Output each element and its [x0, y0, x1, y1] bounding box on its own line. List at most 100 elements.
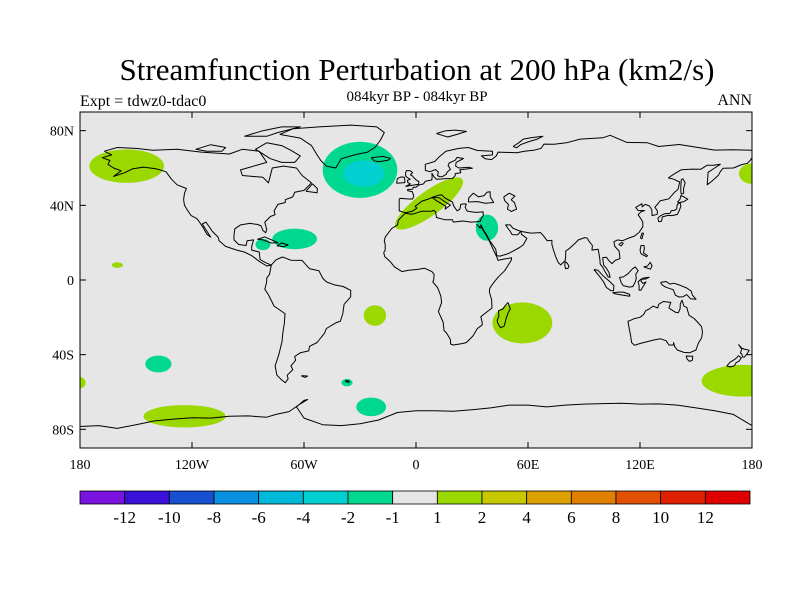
coastline-south-america [264, 256, 352, 384]
coastline-sakhalin [680, 178, 686, 195]
anomaly-region-2 [145, 355, 172, 373]
coastline-north-america [101, 147, 312, 267]
colorbar-swatch-4 [258, 490, 304, 505]
coastline-madagascar [496, 302, 511, 329]
x-tick-label: 120W [175, 458, 210, 473]
coastline-java [612, 291, 631, 297]
coastline-japan [657, 202, 682, 223]
coastline-greenland [279, 124, 385, 169]
colorbar-swatch-12 [615, 490, 662, 505]
colorbar-label: 4 [522, 508, 531, 527]
coastline-ireland [396, 176, 406, 184]
colorbar-swatch-14 [704, 490, 751, 505]
coastline-taiwan [639, 232, 644, 240]
coastline-great-britain [405, 170, 420, 187]
coastline-new-zealand-south [726, 355, 742, 368]
colorbar: -12 -10 -8 -6 -4 -2 -1 1 2 4 6 8 10 12 [79, 490, 751, 527]
colorbar-label: 10 [652, 508, 669, 527]
coastline-hainan [618, 242, 624, 247]
colorbar-swatch-0 [79, 490, 126, 505]
experiment-label: Expt = tdwz0-tdac0 [80, 93, 207, 110]
colorbar-swatch-10 [526, 490, 572, 505]
x-tick-label: 60W [290, 458, 318, 473]
anomaly-region-13 [356, 397, 387, 417]
y-tick-label: 80N [50, 125, 74, 140]
y-tick-label: 40N [50, 199, 74, 214]
colorbar-label: 1 [433, 508, 442, 527]
colorbar-swatch-11 [570, 490, 617, 505]
coastline-caspian-sea [503, 192, 518, 212]
coastline-falklands [301, 375, 309, 378]
coastline-hokkaido [676, 194, 689, 203]
coastline-newfoundland [305, 183, 318, 194]
x-tick-label: 180 [742, 458, 763, 473]
colorbar-swatch-1 [124, 490, 170, 505]
coastline-cuba [257, 236, 279, 244]
coastline-antarctica [80, 399, 752, 429]
colorbar-swatch-6 [347, 490, 394, 505]
colorbar-label: -10 [158, 508, 181, 527]
map-background [80, 112, 752, 448]
anomaly-region-8 [255, 238, 271, 251]
x-tick-label: 120E [625, 458, 655, 473]
coastline-svalbard [436, 129, 467, 138]
colorbar-swatch-2 [168, 490, 215, 505]
coastline-novaya-zemlya [512, 135, 544, 149]
anomaly-region-6 [343, 160, 385, 187]
anomaly-region-3 [80, 377, 86, 389]
anomaly-region-0 [89, 149, 164, 183]
coastline-iceland [370, 155, 391, 163]
anomaly-region-12 [341, 378, 353, 387]
coastline-black-sea [467, 191, 495, 204]
coastline-hispaniola [276, 242, 289, 248]
coastline-sri-lanka [564, 261, 570, 270]
coastline-australia [627, 299, 703, 354]
colorbar-label: -2 [341, 508, 355, 527]
coastline-eurasia [383, 134, 752, 346]
anomaly-region-14 [492, 302, 553, 344]
colorbar-swatch-9 [481, 490, 528, 505]
y-tick-label: 40S [52, 349, 74, 364]
colorbar-label: -1 [386, 508, 400, 527]
coastline-tasmania [685, 355, 694, 362]
map-title: Streamfunction Perturbation at 200 hPa (… [119, 52, 715, 87]
anomaly-region-9 [395, 177, 464, 230]
anomaly-region-1 [111, 262, 123, 268]
colorbar-swatch-13 [660, 490, 706, 505]
anomaly-region-7 [272, 228, 318, 250]
anomaly-region-15 [701, 364, 752, 397]
x-tick-label: 0 [413, 458, 420, 473]
colorbar-swatch-5 [302, 490, 349, 505]
colorbar-label: -4 [296, 508, 311, 527]
colorbar-label: -12 [113, 508, 136, 527]
colorbar-swatch-8 [436, 490, 483, 505]
coastline-new-zealand-north [737, 344, 750, 358]
anomaly-region-10 [475, 214, 499, 241]
coastline-sumatra [593, 269, 615, 292]
coastline-south-georgia [344, 380, 350, 383]
coastline-mindanao [643, 261, 653, 270]
y-tick-label: 0 [67, 274, 74, 289]
colorbar-label: 12 [697, 508, 714, 527]
colorbar-swatch-7 [392, 490, 438, 505]
colorbar-label: 8 [612, 508, 621, 527]
coastline-sulawesi [637, 276, 650, 291]
anomaly-contours [80, 141, 752, 428]
coastline-luzon [639, 245, 648, 258]
colorbar-label: -6 [252, 508, 266, 527]
map-subtitle: 084kyr BP - 084kyr BP [346, 89, 488, 105]
coastline-ellesmere-island [244, 126, 301, 137]
x-tick-label: 180 [70, 458, 91, 473]
anomaly-region-4 [143, 405, 226, 428]
anomaly-region-16 [738, 163, 752, 184]
colorbar-swatch-3 [213, 490, 260, 505]
colorbar-label: 2 [478, 508, 487, 527]
anomaly-region-11 [363, 305, 387, 326]
x-tick-label: 60E [517, 458, 540, 473]
colorbar-label: 6 [567, 508, 576, 527]
axis-ticks: 180 120W 60W 0 60E 120E 180 80N 40N 0 40S 80S [50, 112, 763, 473]
colorbar-label: -8 [207, 508, 221, 527]
coastlines [80, 124, 752, 429]
season-label: ANN [717, 92, 752, 109]
